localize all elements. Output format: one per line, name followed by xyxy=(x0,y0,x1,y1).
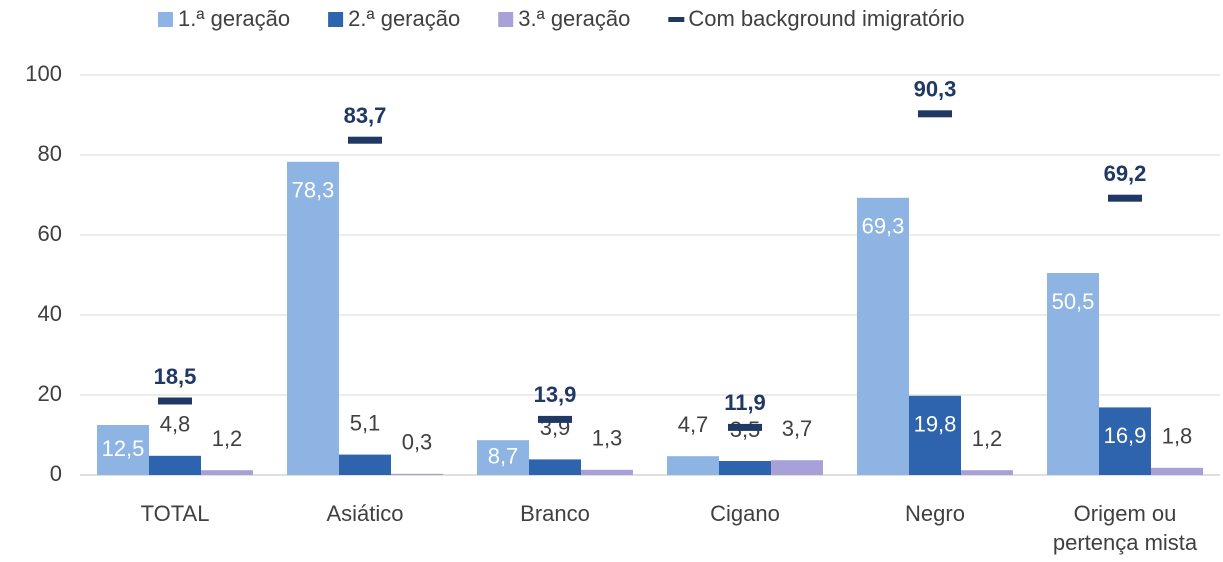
legend-swatch xyxy=(158,12,173,27)
bar xyxy=(1047,273,1099,475)
bar xyxy=(667,456,719,475)
bar xyxy=(1151,467,1203,475)
x-tick-label: Branco xyxy=(520,501,590,526)
y-tick-label: 40 xyxy=(38,301,62,326)
bar xyxy=(287,161,339,476)
legend-label: Com background imigratório xyxy=(688,6,964,31)
marker xyxy=(728,423,762,431)
data-label: 90,3 xyxy=(914,77,957,102)
legend-label: 2.ª geração xyxy=(348,6,460,31)
data-label: 4,8 xyxy=(160,412,191,437)
bar xyxy=(201,470,253,475)
data-label: 1,3 xyxy=(592,426,623,451)
legend-label: 1.ª geração xyxy=(178,6,290,31)
data-label: 13,9 xyxy=(534,382,577,407)
y-tick-label: 0 xyxy=(50,461,62,486)
data-label: 12,5 xyxy=(102,436,145,461)
bar xyxy=(529,459,581,475)
legend-swatch xyxy=(328,12,344,27)
data-label: 3,7 xyxy=(782,416,813,441)
data-label: 18,5 xyxy=(154,364,197,389)
data-label: 1,2 xyxy=(972,426,1003,451)
legend-label: 3.ª geração xyxy=(518,6,630,31)
x-tick-label: Cigano xyxy=(710,501,780,526)
bar xyxy=(857,197,909,476)
data-label: 19,8 xyxy=(914,412,957,437)
marker xyxy=(158,397,192,405)
bar xyxy=(477,440,529,475)
bar xyxy=(339,454,391,475)
y-tick-label: 100 xyxy=(25,61,62,86)
x-tick-label: Origem ou pertença mista xyxy=(1053,501,1198,555)
bar xyxy=(909,395,961,475)
legend-swatch xyxy=(498,12,514,27)
data-label: 5,1 xyxy=(350,410,381,435)
bar xyxy=(149,455,201,475)
marker xyxy=(348,136,382,144)
bar xyxy=(391,473,443,475)
data-label: 78,3 xyxy=(292,178,335,203)
bar xyxy=(581,469,633,475)
marker xyxy=(538,415,572,423)
marker xyxy=(918,110,952,118)
data-label: 83,7 xyxy=(344,103,387,128)
data-label: 50,5 xyxy=(1052,289,1095,314)
bar xyxy=(961,470,1013,475)
bar xyxy=(1099,407,1151,475)
x-tick-label: Negro xyxy=(905,501,965,526)
marker xyxy=(1108,194,1142,202)
bar xyxy=(771,460,823,475)
bar xyxy=(719,461,771,475)
y-tick-label: 60 xyxy=(38,221,62,246)
data-label: 1,8 xyxy=(1162,424,1193,449)
y-tick-label: 20 xyxy=(38,381,62,406)
x-tick-label: TOTAL xyxy=(141,501,210,526)
data-label: 8,7 xyxy=(488,443,519,468)
data-label: 11,9 xyxy=(724,390,766,415)
legend-marker xyxy=(668,17,685,22)
data-label: 69,3 xyxy=(862,214,905,239)
y-tick-label: 80 xyxy=(38,141,62,166)
bar xyxy=(97,425,149,475)
x-tick-label: Asiático xyxy=(326,501,403,526)
data-label: 16,9 xyxy=(1104,423,1147,448)
data-label: 69,2 xyxy=(1104,161,1147,186)
data-label: 0,3 xyxy=(402,430,433,455)
data-label: 4,7 xyxy=(678,412,709,437)
data-label: 1,2 xyxy=(212,426,243,451)
